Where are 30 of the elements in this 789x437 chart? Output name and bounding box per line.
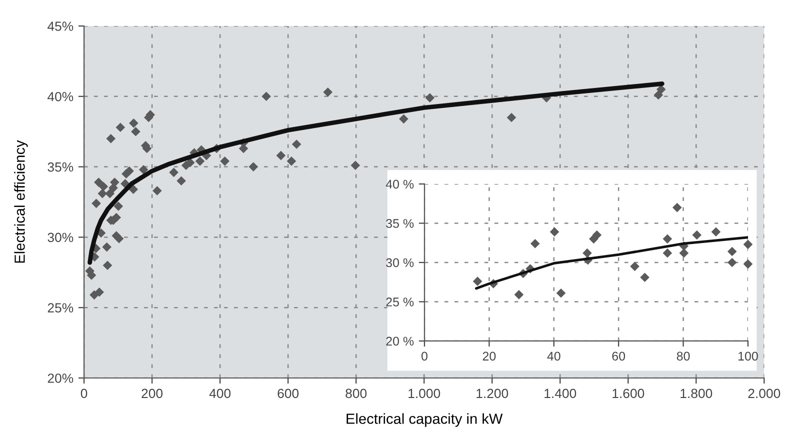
y-tick-label: 25 % xyxy=(386,298,414,306)
x-tick-label: 60 xyxy=(612,352,626,361)
x-tick-label: 400 xyxy=(209,388,231,398)
x-tick-label: 200 xyxy=(142,388,163,398)
x-tick-label: 20 xyxy=(482,352,496,361)
x-tick-label: 1.000 xyxy=(408,388,440,398)
x-tick-label: 2.000 xyxy=(748,388,780,398)
x-tick-label: 100 xyxy=(738,352,758,361)
x-tick-label: 0 xyxy=(421,352,428,361)
x-tick-label: 40 xyxy=(547,352,560,361)
x-tick-label: 600 xyxy=(278,388,299,398)
x-tick-label: 1.600 xyxy=(612,388,644,398)
x-tick-label: 0 xyxy=(80,388,88,398)
x-tick-label: 1.400 xyxy=(544,388,576,398)
y-tick-label: 20% xyxy=(48,374,74,383)
y-tick-label: 30 % xyxy=(386,258,414,268)
y-tick-label: 40% xyxy=(48,92,74,102)
x-tick-label: 1.200 xyxy=(476,388,508,398)
y-tick-label: 45% xyxy=(48,22,74,31)
y-tick-label: 35 % xyxy=(386,219,414,228)
x-tick-label: 800 xyxy=(346,388,367,398)
y-tick-label: 30% xyxy=(48,232,74,242)
y-tick-label: 25% xyxy=(48,303,74,313)
x-tick-label: 80 xyxy=(676,352,690,361)
x-tick-label: 1.800 xyxy=(680,388,712,398)
y-tick-label: 40 % xyxy=(386,180,414,189)
y-tick-label: 35% xyxy=(48,162,74,172)
y-axis-title: Electrical efficiency xyxy=(14,140,28,263)
x-axis-title: Electrical capacity in kW xyxy=(346,413,503,427)
y-tick-label: 20 % xyxy=(386,336,414,346)
